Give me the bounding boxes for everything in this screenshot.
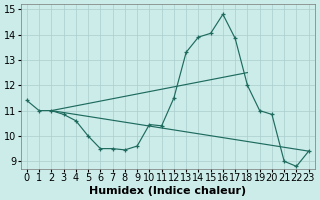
X-axis label: Humidex (Indice chaleur): Humidex (Indice chaleur)	[89, 186, 246, 196]
